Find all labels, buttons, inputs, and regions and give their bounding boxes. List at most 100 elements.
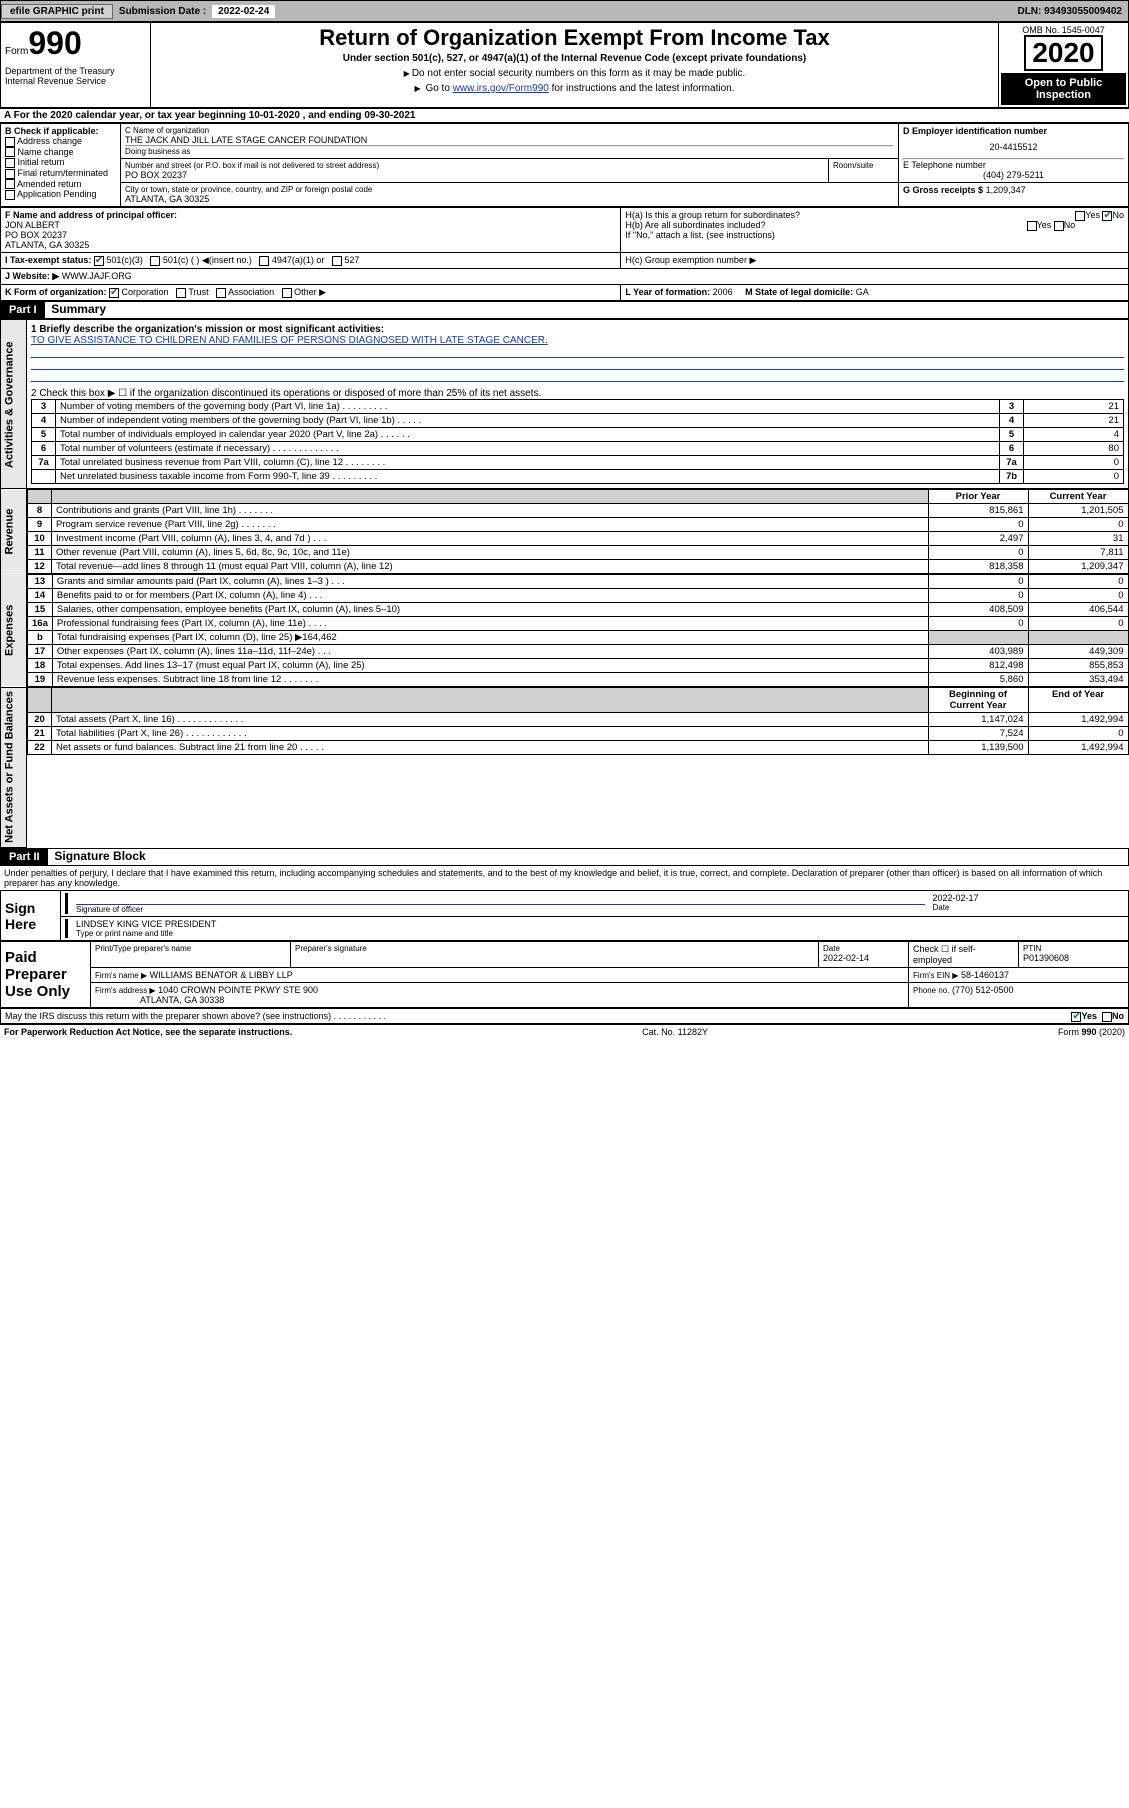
ha-yes-checkbox[interactable] (1075, 211, 1085, 221)
boxk-checkbox[interactable] (109, 288, 119, 298)
prep-sig-label: Preparer's signature (295, 944, 814, 953)
boxb-checkbox[interactable] (5, 179, 15, 189)
curr-val: 0 (1028, 617, 1128, 631)
form-number: Form990 (1, 23, 150, 64)
city-label: City or town, state or province, country… (125, 185, 894, 194)
curr-val: 0 (1028, 518, 1128, 532)
prior-val: 7,524 (928, 727, 1028, 741)
line-num: 21 (28, 727, 52, 741)
room-label: Room/suite (833, 161, 894, 170)
boxk-checkbox[interactable] (176, 288, 186, 298)
boxi-checkbox[interactable] (150, 256, 160, 266)
hb-yes-checkbox[interactable] (1027, 221, 1037, 231)
submission-date: 2022-02-24 (212, 5, 275, 18)
line-num: b (28, 631, 53, 645)
boxb-checkbox[interactable] (5, 169, 15, 179)
dba-label: Doing business as (125, 147, 894, 156)
officer-addr2: ATLANTA, GA 30325 (5, 240, 616, 250)
officer-name: JON ALBERT (5, 220, 616, 230)
firm-name-label: Firm's name ▶ (95, 971, 147, 980)
tax-year: 2020 (1024, 35, 1102, 71)
box-j-label: J Website: ▶ (5, 271, 59, 281)
addr: PO BOX 20237 (125, 170, 824, 180)
curr-val: 1,492,994 (1028, 713, 1128, 727)
line-num: 13 (28, 575, 53, 589)
line-val: 4 (1024, 428, 1124, 442)
line-box: 6 (1000, 442, 1024, 456)
irs-link[interactable]: www.irs.gov/Form990 (453, 83, 549, 94)
curr-val: 1,209,347 (1028, 560, 1128, 574)
firm-phone: (770) 512-0500 (952, 985, 1014, 995)
tab-expenses: Expenses (1, 574, 27, 687)
note-link: Go to www.irs.gov/Form990 for instructio… (157, 83, 992, 94)
line-desc: Contributions and grants (Part VIII, lin… (52, 504, 929, 518)
discuss-yes-checkbox[interactable] (1071, 1012, 1081, 1022)
box-b-items: Address change Name change Initial retur… (5, 136, 116, 200)
col-header: Prior Year (928, 490, 1028, 504)
sig-date-label: Date (933, 903, 1125, 912)
line-num: 17 (28, 645, 53, 659)
line-desc: Total unrelated business revenue from Pa… (56, 456, 1000, 470)
line-desc: Net unrelated business taxable income fr… (56, 470, 1000, 484)
prior-val: 0 (928, 617, 1028, 631)
line-desc: Professional fundraising fees (Part IX, … (52, 617, 928, 631)
part1-header: Part I (1, 302, 45, 318)
boxb-checkbox[interactable] (5, 137, 15, 147)
dept-treasury: Department of the Treasury Internal Reve… (1, 64, 150, 88)
discuss-no-checkbox[interactable] (1102, 1012, 1112, 1022)
firm-addr2: ATLANTA, GA 30338 (140, 995, 224, 1005)
boxi-checkbox[interactable] (332, 256, 342, 266)
line-desc: Total number of volunteers (estimate if … (56, 442, 1000, 456)
line-num: 8 (28, 504, 52, 518)
line-num: 7a (32, 456, 56, 470)
officer-typed: LINDSEY KING VICE PRESIDENT (76, 919, 1124, 929)
boxb-checkbox[interactable] (5, 158, 15, 168)
firm-addr1: 1040 CROWN POINTE PKWY STE 900 (158, 985, 318, 995)
ha-no-checkbox[interactable] (1102, 211, 1112, 221)
prior-val: 0 (928, 518, 1028, 532)
boxk-checkbox[interactable] (216, 288, 226, 298)
ptin-label: PTIN (1023, 944, 1124, 953)
subtitle: Under section 501(c), 527, or 4947(a)(1)… (157, 53, 992, 64)
firm-addr-label: Firm's address ▶ (95, 986, 156, 995)
col-header: End of Year (1028, 688, 1128, 713)
prior-val: 812,498 (928, 659, 1028, 673)
prior-val: 5,860 (928, 673, 1028, 687)
prior-val: 815,861 (928, 504, 1028, 518)
ein: 20-4415512 (903, 142, 1124, 152)
boxi-checkbox[interactable] (259, 256, 269, 266)
boxb-checkbox[interactable] (5, 147, 15, 157)
q1-label: 1 Briefly describe the organization's mi… (31, 324, 1124, 335)
hb-no-checkbox[interactable] (1054, 221, 1064, 231)
note-ssn: Do not enter social security numbers on … (157, 68, 992, 79)
boxb-checkbox[interactable] (5, 190, 15, 200)
line-num: 11 (28, 546, 52, 560)
hb-label: H(b) Are all subordinates included? Yes … (625, 220, 1124, 230)
addr-label: Number and street (or P.O. box if mail i… (125, 161, 824, 170)
q1-text: TO GIVE ASSISTANCE TO CHILDREN AND FAMIL… (31, 335, 1124, 346)
part2-title: Signature Block (54, 849, 145, 863)
officer-addr1: PO BOX 20237 (5, 230, 616, 240)
prior-val: 0 (928, 589, 1028, 603)
efile-print-button[interactable]: efile GRAPHIC print (1, 4, 113, 19)
firm-ein: 58-1460137 (961, 970, 1009, 980)
prior-val: 818,358 (928, 560, 1028, 574)
q2: 2 Check this box ▶ ☐ if the organization… (31, 388, 1124, 399)
line-num: 19 (28, 673, 53, 687)
boxi-checkbox[interactable] (94, 256, 104, 266)
line-num: 18 (28, 659, 53, 673)
tab-activities: Activities & Governance (1, 320, 27, 489)
boxk-checkbox[interactable] (282, 288, 292, 298)
curr-val: 0 (1028, 727, 1128, 741)
hb-note: If "No," attach a list. (see instruction… (625, 230, 1124, 240)
tab-revenue: Revenue (1, 489, 27, 575)
box-f-label: F Name and address of principal officer: (5, 210, 616, 220)
line-num: 20 (28, 713, 52, 727)
prior-val: 2,497 (928, 532, 1028, 546)
curr-val: 1,201,505 (1028, 504, 1128, 518)
sig-officer-label: Signature of officer (76, 905, 925, 914)
line-num: 5 (32, 428, 56, 442)
curr-val (1028, 631, 1128, 645)
prior-val: 0 (928, 575, 1028, 589)
prior-val: 0 (928, 546, 1028, 560)
